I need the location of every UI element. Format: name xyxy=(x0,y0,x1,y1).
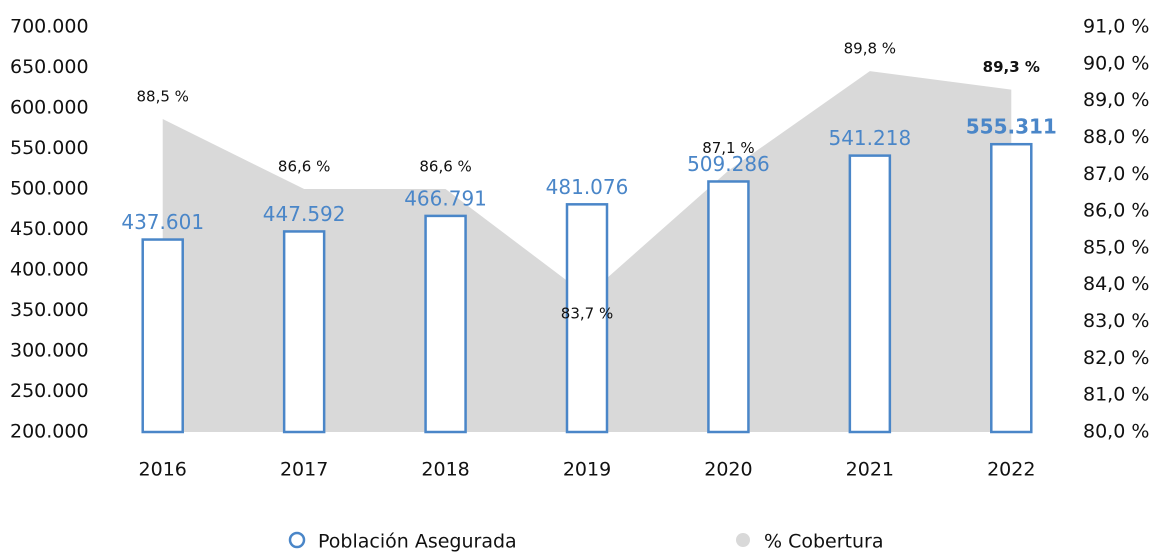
bar xyxy=(282,230,326,434)
y-tick-label: 650.000 xyxy=(10,56,89,78)
y-tick-label: 300.000 xyxy=(10,340,89,362)
y-tick-label: 450.000 xyxy=(10,218,89,240)
bar-value-label: 466.791 xyxy=(404,186,487,210)
area-value-label: 86,6 % xyxy=(278,158,330,176)
x-tick-label: 2019 xyxy=(563,459,611,481)
bar-value-label: 437.601 xyxy=(121,210,204,234)
legend-marker xyxy=(736,533,750,547)
y2-tick-label: 90,0 % xyxy=(1083,52,1149,74)
y-tick-label: 250.000 xyxy=(10,380,89,402)
bar xyxy=(565,203,609,434)
legend-marker xyxy=(288,531,306,549)
x-tick-label: 2022 xyxy=(987,459,1035,481)
bar xyxy=(141,238,184,434)
y-tick-label: 700.000 xyxy=(10,16,89,38)
x-tick-label: 2018 xyxy=(421,459,469,481)
x-tick-label: 2017 xyxy=(280,459,328,481)
y-tick-label: 600.000 xyxy=(10,97,89,119)
bar-value-label: 481.076 xyxy=(546,175,629,199)
y2-tick-label: 81,0 % xyxy=(1083,384,1149,406)
y2-tick-label: 83,0 % xyxy=(1083,310,1149,332)
y-tick-label: 550.000 xyxy=(10,137,89,159)
y-tick-label: 350.000 xyxy=(10,299,89,321)
area-value-label: 88,5 % xyxy=(137,88,189,106)
bar xyxy=(707,180,750,434)
bar-value-label: 541.218 xyxy=(828,126,911,150)
x-tick-label: 2021 xyxy=(846,459,894,481)
area-value-label: 89,3 % xyxy=(983,58,1040,76)
area-value-label: 83,7 % xyxy=(561,304,613,322)
y2-tick-label: 89,0 % xyxy=(1083,89,1149,111)
area-value-label: 86,6 % xyxy=(419,158,471,176)
bar-value-label: 447.592 xyxy=(263,202,346,226)
bar-value-label: 555.311 xyxy=(966,115,1057,139)
y2-tick-label: 86,0 % xyxy=(1083,200,1149,222)
y-tick-label: 500.000 xyxy=(10,178,89,200)
y-tick-label: 200.000 xyxy=(10,421,89,443)
area xyxy=(162,71,1012,432)
y2-tick-label: 80,0 % xyxy=(1083,421,1149,443)
y2-tick-label: 85,0 % xyxy=(1083,236,1149,258)
bar xyxy=(848,154,892,434)
y2-tick-label: 88,0 % xyxy=(1083,126,1149,148)
area-value-label: 87,1 % xyxy=(702,139,754,157)
y2-tick-label: 87,0 % xyxy=(1083,163,1149,185)
y2-tick-label: 82,0 % xyxy=(1083,347,1149,369)
x-tick-label: 2020 xyxy=(704,459,752,481)
y-tick-label: 400.000 xyxy=(10,259,89,281)
area-value-label: 89,8 % xyxy=(844,40,896,58)
bar xyxy=(424,214,467,434)
legend-label: % Cobertura xyxy=(764,531,884,552)
bar-value-label: 509.286 xyxy=(687,152,770,176)
x-tick-label: 2016 xyxy=(139,459,187,481)
y2-tick-label: 84,0 % xyxy=(1083,273,1149,295)
y2-tick-label: 91,0 % xyxy=(1083,16,1149,38)
bar xyxy=(990,142,1033,434)
legend-label: Población Asegurada xyxy=(318,531,517,552)
